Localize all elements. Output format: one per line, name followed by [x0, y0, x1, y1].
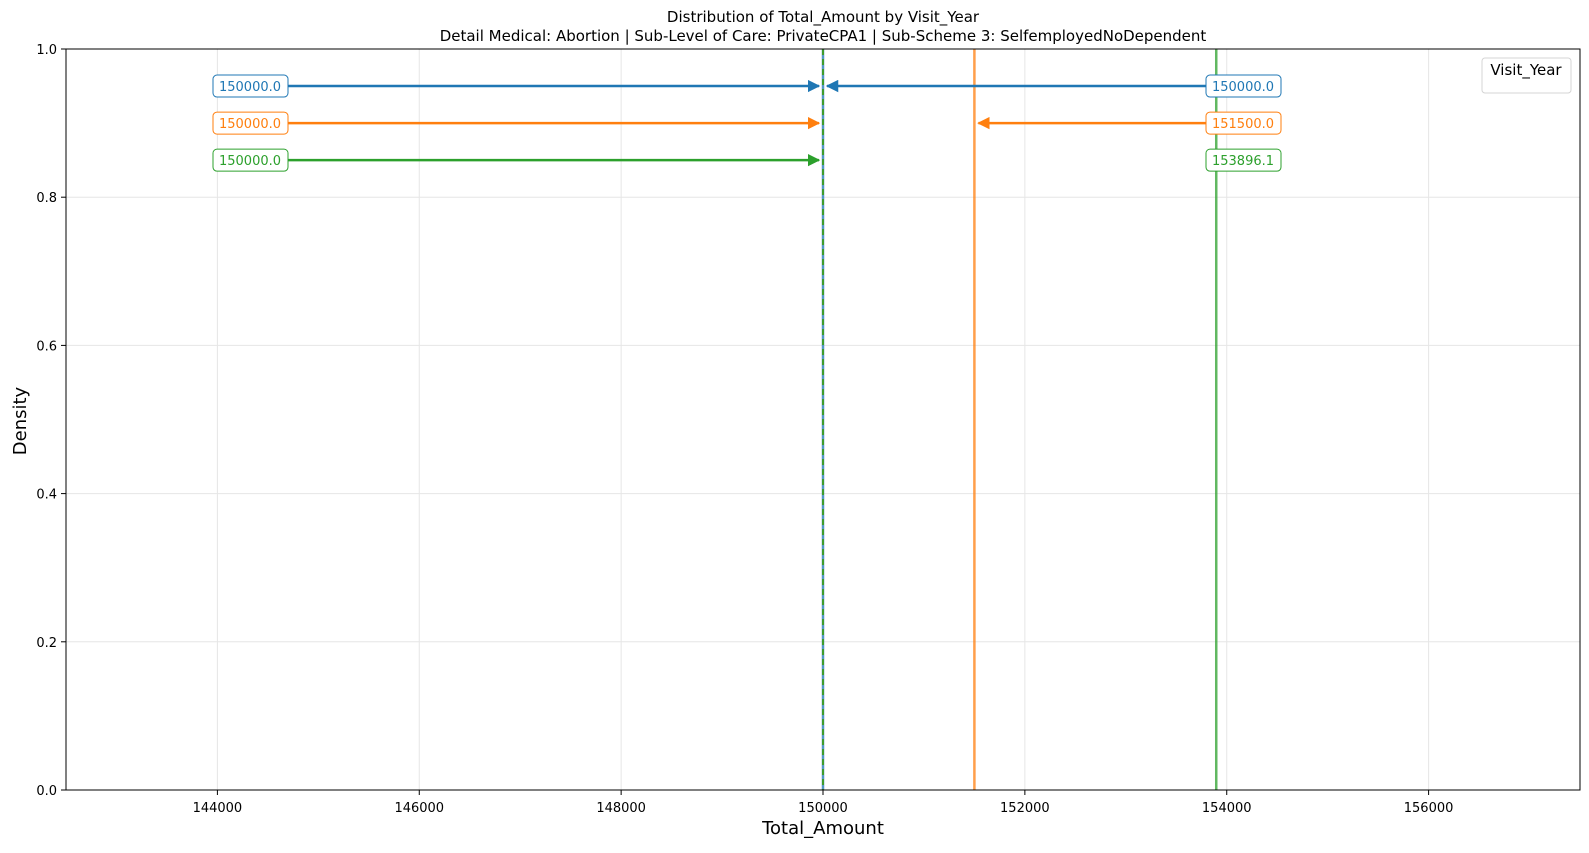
x-axis-label: Total_Amount: [761, 818, 884, 839]
mean-label-box: [1205, 74, 1282, 98]
plot-area: 150000.0 150000.0 150000.0 151500.0 150000.0…: [212, 49, 1282, 790]
x-tick-label: 156000: [1404, 801, 1454, 816]
x-tick-label: 152000: [1000, 801, 1050, 816]
median-label-box: [212, 148, 289, 172]
mean-label: 150000.0: [1212, 80, 1274, 95]
x-tick-label: 150000: [798, 801, 848, 816]
legend-title: Visit_Year: [1490, 61, 1562, 80]
y-tick-label: 0.0: [36, 784, 57, 799]
median-label-box: [212, 74, 289, 98]
mean-label-box: [1205, 111, 1282, 135]
x-tick-label: 148000: [596, 801, 646, 816]
chart-title: Distribution of Total_Amount by Visit_Ye…: [667, 8, 980, 27]
y-tick-label: 1.0: [36, 43, 57, 58]
y-axis-label: Density: [10, 386, 31, 455]
mean-label: 153896.1: [1212, 154, 1274, 169]
y-tick-label: 0.2: [36, 636, 57, 651]
axes: 144000 146000 148000 150000 152000 154000 1560…: [36, 43, 1581, 816]
y-tick-label: 0.4: [36, 488, 57, 503]
x-tick-label: 146000: [394, 801, 444, 816]
x-tick-label: 154000: [1202, 801, 1252, 816]
mean-label-box: [1205, 148, 1282, 172]
y-tick-label: 0.8: [36, 191, 57, 206]
mean-label: 151500.0: [1212, 117, 1274, 132]
chart-subtitle: Detail Medical: Abortion | Sub-Level of …: [440, 27, 1207, 45]
median-label: 150000.0: [219, 117, 281, 132]
x-tick-label: 144000: [193, 801, 243, 816]
median-label-box: [212, 111, 289, 135]
legend-box: [1481, 57, 1572, 94]
y-tick-label: 0.6: [36, 339, 57, 354]
median-label: 150000.0: [219, 154, 281, 169]
median-label: 150000.0: [219, 80, 281, 95]
legend: Visit_Year: [1481, 57, 1572, 94]
